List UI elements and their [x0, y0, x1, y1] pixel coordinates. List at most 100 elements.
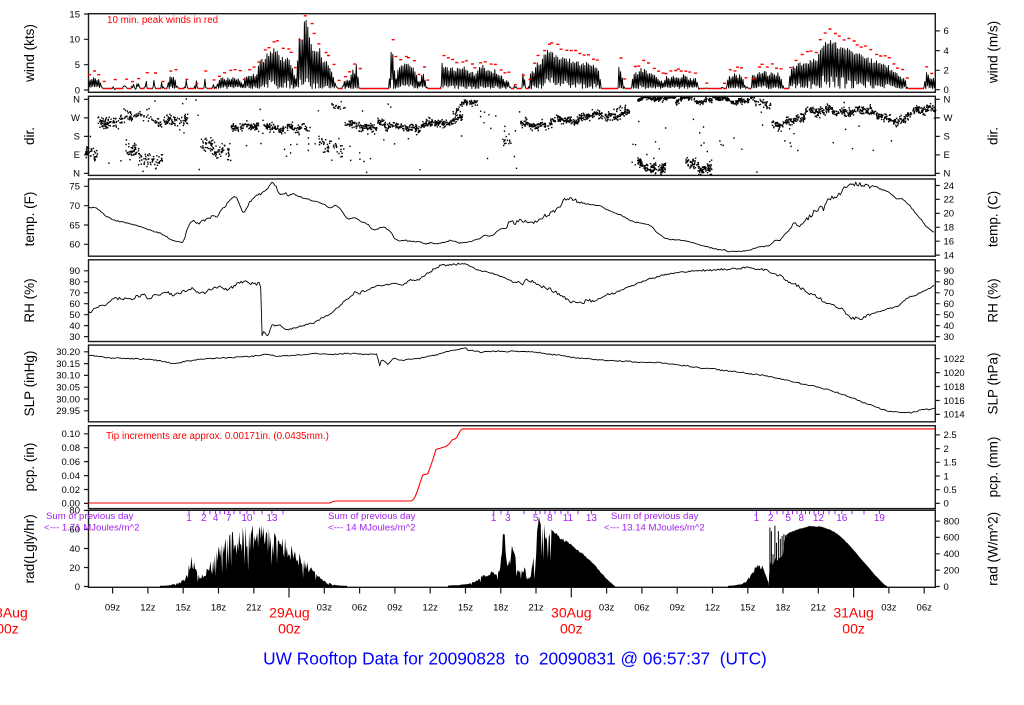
svg-text:dir.: dir.: [22, 127, 37, 145]
svg-text:800: 800: [944, 516, 960, 527]
svg-text:wind (m/s): wind (m/s): [986, 21, 1001, 84]
svg-text:31Aug: 31Aug: [833, 605, 873, 621]
svg-text:30Aug: 30Aug: [551, 605, 591, 621]
svg-text:80: 80: [69, 277, 80, 288]
svg-text:rad (W/m^2): rad (W/m^2): [986, 512, 1001, 586]
svg-text:70: 70: [69, 288, 80, 299]
svg-text:09z: 09z: [387, 603, 403, 614]
svg-text:15z: 15z: [176, 603, 192, 614]
svg-text:Tip increments are approx. 0.0: Tip increments are approx. 0.00171in. (0…: [106, 431, 329, 442]
svg-text:0.06: 0.06: [62, 457, 81, 468]
svg-text:18z: 18z: [775, 603, 791, 614]
svg-text:06z: 06z: [917, 603, 933, 614]
svg-text:temp. (F): temp. (F): [22, 192, 37, 247]
svg-text:70: 70: [69, 201, 80, 212]
svg-text:0.02: 0.02: [62, 485, 81, 496]
svg-text:0: 0: [75, 85, 80, 96]
svg-text:03z: 03z: [881, 603, 897, 614]
svg-text:dir.: dir.: [986, 127, 1001, 145]
svg-text:21z: 21z: [811, 603, 827, 614]
svg-text:00z: 00z: [278, 621, 301, 637]
svg-text:18z: 18z: [211, 603, 227, 614]
svg-text:22: 22: [944, 195, 955, 206]
svg-text:2: 2: [201, 513, 207, 524]
svg-text:1022: 1022: [944, 354, 965, 365]
svg-text:40: 40: [69, 544, 80, 555]
svg-text:6: 6: [944, 26, 949, 37]
svg-text:12z: 12z: [140, 603, 156, 614]
svg-text:2: 2: [944, 444, 949, 455]
svg-text:0: 0: [944, 85, 949, 96]
svg-text:65: 65: [69, 220, 80, 231]
svg-text:80: 80: [944, 277, 955, 288]
svg-text:2: 2: [768, 513, 774, 524]
svg-text:15z: 15z: [740, 603, 756, 614]
svg-text:90: 90: [944, 266, 955, 277]
svg-text:10 min. peak winds in red: 10 min. peak winds in red: [107, 15, 218, 26]
svg-text:75: 75: [69, 182, 80, 193]
svg-text:29Aug: 29Aug: [269, 605, 309, 621]
svg-text:13: 13: [266, 513, 278, 524]
svg-text:20: 20: [69, 563, 80, 574]
svg-text:00z: 00z: [560, 621, 583, 637]
svg-text:<--- 14 MJoules/m^2: <--- 14 MJoules/m^2: [328, 523, 415, 534]
svg-text:1: 1: [491, 513, 497, 524]
svg-text:5: 5: [533, 513, 539, 524]
svg-text:7: 7: [226, 513, 232, 524]
svg-text:S: S: [944, 132, 950, 143]
svg-text:RH (%): RH (%): [22, 278, 37, 322]
svg-text:2.5: 2.5: [944, 430, 957, 441]
svg-text:Sum of previous day: Sum of previous day: [611, 511, 699, 522]
svg-text:SLP (inHg): SLP (inHg): [22, 351, 37, 417]
svg-text:20: 20: [944, 209, 955, 220]
svg-text:21z: 21z: [528, 603, 544, 614]
svg-text:1016: 1016: [944, 396, 965, 407]
svg-text:06z: 06z: [352, 603, 368, 614]
svg-text:11: 11: [563, 513, 574, 524]
svg-text:200: 200: [944, 565, 960, 576]
svg-text:14: 14: [944, 250, 955, 261]
svg-text:0: 0: [944, 499, 949, 510]
svg-text:30: 30: [69, 332, 80, 343]
svg-text:16: 16: [836, 513, 848, 524]
svg-text:0.08: 0.08: [62, 443, 81, 454]
svg-text:03z: 03z: [599, 603, 615, 614]
svg-text:15z: 15z: [458, 603, 474, 614]
svg-text:19: 19: [874, 513, 886, 524]
svg-text:10: 10: [241, 513, 253, 524]
svg-text:wind (kts): wind (kts): [22, 24, 37, 83]
svg-text:W: W: [71, 113, 80, 124]
svg-text:1.5: 1.5: [944, 458, 957, 469]
svg-text:400: 400: [944, 549, 960, 560]
svg-text:29.95: 29.95: [56, 406, 80, 417]
svg-text:8: 8: [799, 513, 805, 524]
svg-text:Sum of previous day: Sum of previous day: [328, 511, 416, 522]
svg-text:600: 600: [944, 533, 960, 544]
svg-text:1: 1: [754, 513, 760, 524]
svg-text:0: 0: [75, 582, 80, 593]
svg-text:30.15: 30.15: [56, 359, 80, 370]
svg-text:UW Rooftop Data for 20090828: UW Rooftop Data for 20090828 to 20090831…: [263, 649, 767, 669]
svg-text:30.20: 30.20: [56, 347, 80, 358]
svg-text:30.10: 30.10: [56, 371, 80, 382]
svg-text:3: 3: [505, 513, 511, 524]
svg-text:18z: 18z: [493, 603, 509, 614]
svg-text:18: 18: [944, 223, 955, 234]
svg-text:0: 0: [944, 582, 949, 593]
svg-text:21z: 21z: [246, 603, 262, 614]
svg-text:12z: 12z: [705, 603, 721, 614]
svg-text:<--- 1.71 MJoules/m^2: <--- 1.71 MJoules/m^2: [44, 523, 139, 534]
svg-text:50: 50: [944, 310, 955, 321]
svg-text:70: 70: [944, 288, 955, 299]
svg-text:24: 24: [944, 181, 955, 192]
svg-text:<--- 13.14 MJoules/m^2: <--- 13.14 MJoules/m^2: [604, 523, 705, 534]
svg-text:4: 4: [944, 46, 949, 57]
svg-text:S: S: [74, 132, 80, 143]
svg-text:30.05: 30.05: [56, 383, 80, 394]
svg-text:80: 80: [69, 506, 80, 517]
svg-text:13: 13: [586, 513, 598, 524]
svg-text:1: 1: [944, 471, 949, 482]
svg-text:60: 60: [69, 525, 80, 536]
svg-text:temp. (C): temp. (C): [986, 191, 1001, 247]
svg-text:40: 40: [944, 321, 955, 332]
